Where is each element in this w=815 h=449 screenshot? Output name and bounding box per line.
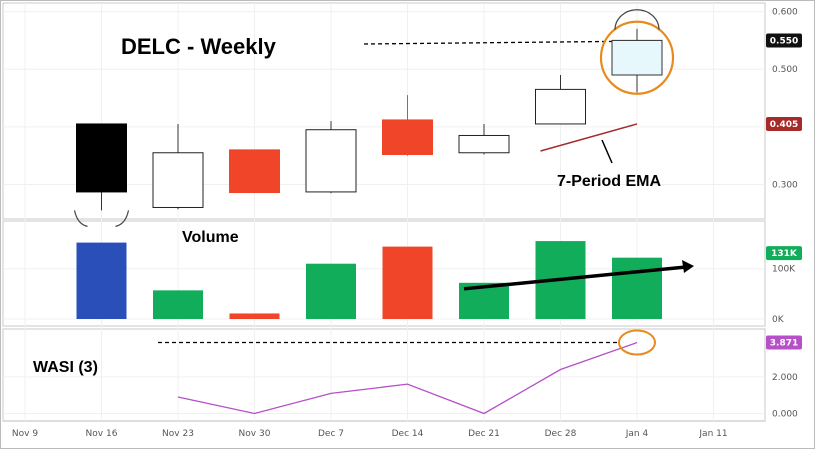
volume-pane bbox=[2, 220, 766, 327]
highlighted-candle-body bbox=[611, 39, 663, 76]
wasi-highlight-oval bbox=[618, 329, 656, 356]
x-tick-label: Jan 11 bbox=[698, 429, 727, 439]
price-tick-label: 0.300 bbox=[772, 180, 798, 190]
volume-bar bbox=[382, 246, 433, 319]
ema-label: 7-Period EMA bbox=[557, 173, 661, 190]
x-tick-label: Dec 28 bbox=[545, 429, 577, 439]
volume-bar bbox=[76, 242, 127, 319]
x-tick-label: Dec 14 bbox=[392, 429, 424, 439]
chart-title: DELC - Weekly bbox=[121, 34, 277, 59]
last-price-badge-box bbox=[766, 33, 802, 48]
volume-badge: 131K bbox=[771, 249, 798, 259]
candle-body bbox=[535, 88, 586, 125]
ema-line bbox=[540, 123, 638, 152]
bracket-left bbox=[73, 210, 88, 227]
volume-trend-arrow-line bbox=[463, 265, 687, 291]
volume-bar bbox=[612, 257, 662, 319]
wasi-tick-label: 2.000 bbox=[772, 373, 798, 383]
candle-body bbox=[152, 152, 204, 208]
x-tick-label: Dec 7 bbox=[318, 429, 344, 439]
x-tick-label: Nov 9 bbox=[12, 429, 38, 439]
wasi-pane-label: WASI (3) bbox=[33, 359, 98, 376]
ema-pointer-line bbox=[601, 139, 613, 164]
volume-tick-label: 100K bbox=[772, 265, 796, 275]
title-dashed-line bbox=[363, 40, 613, 45]
x-tick-label: Nov 30 bbox=[239, 429, 271, 439]
wasi-badge: 3.871 bbox=[770, 339, 798, 349]
volume-tick-label: 0K bbox=[772, 315, 785, 325]
volume-bar bbox=[229, 313, 280, 319]
x-tick-label: Nov 23 bbox=[162, 429, 194, 439]
ema-badge: 0.405 bbox=[770, 120, 798, 130]
price-pane bbox=[2, 2, 766, 220]
price-tick-label: 0.500 bbox=[772, 65, 798, 75]
rounded-top-arc bbox=[614, 9, 660, 30]
bracket-right bbox=[115, 210, 130, 227]
x-tick-label: Nov 16 bbox=[86, 429, 118, 439]
last-price-badge: 0.550 bbox=[770, 36, 798, 46]
wasi-tick-label: 0.000 bbox=[772, 410, 798, 420]
candle-body bbox=[229, 149, 280, 194]
x-tick-label: Jan 4 bbox=[625, 429, 649, 439]
x-tick-label: Dec 21 bbox=[468, 429, 500, 439]
volume-bar bbox=[153, 290, 203, 319]
wasi-badge-box bbox=[766, 335, 802, 350]
wasi-line bbox=[177, 341, 638, 415]
candle-body bbox=[76, 123, 127, 193]
price-tick-label: 0.600 bbox=[772, 8, 798, 18]
candle-body bbox=[458, 134, 510, 154]
ema-badge-box bbox=[766, 116, 802, 131]
candle-body bbox=[382, 119, 433, 155]
volume-trend-arrowhead bbox=[682, 260, 694, 273]
candle-highlight-circle bbox=[599, 20, 675, 95]
candle-body bbox=[305, 129, 357, 193]
volume-pane-label: Volume bbox=[182, 229, 239, 246]
volume-bar bbox=[306, 263, 356, 319]
volume-badge-box bbox=[766, 246, 802, 261]
